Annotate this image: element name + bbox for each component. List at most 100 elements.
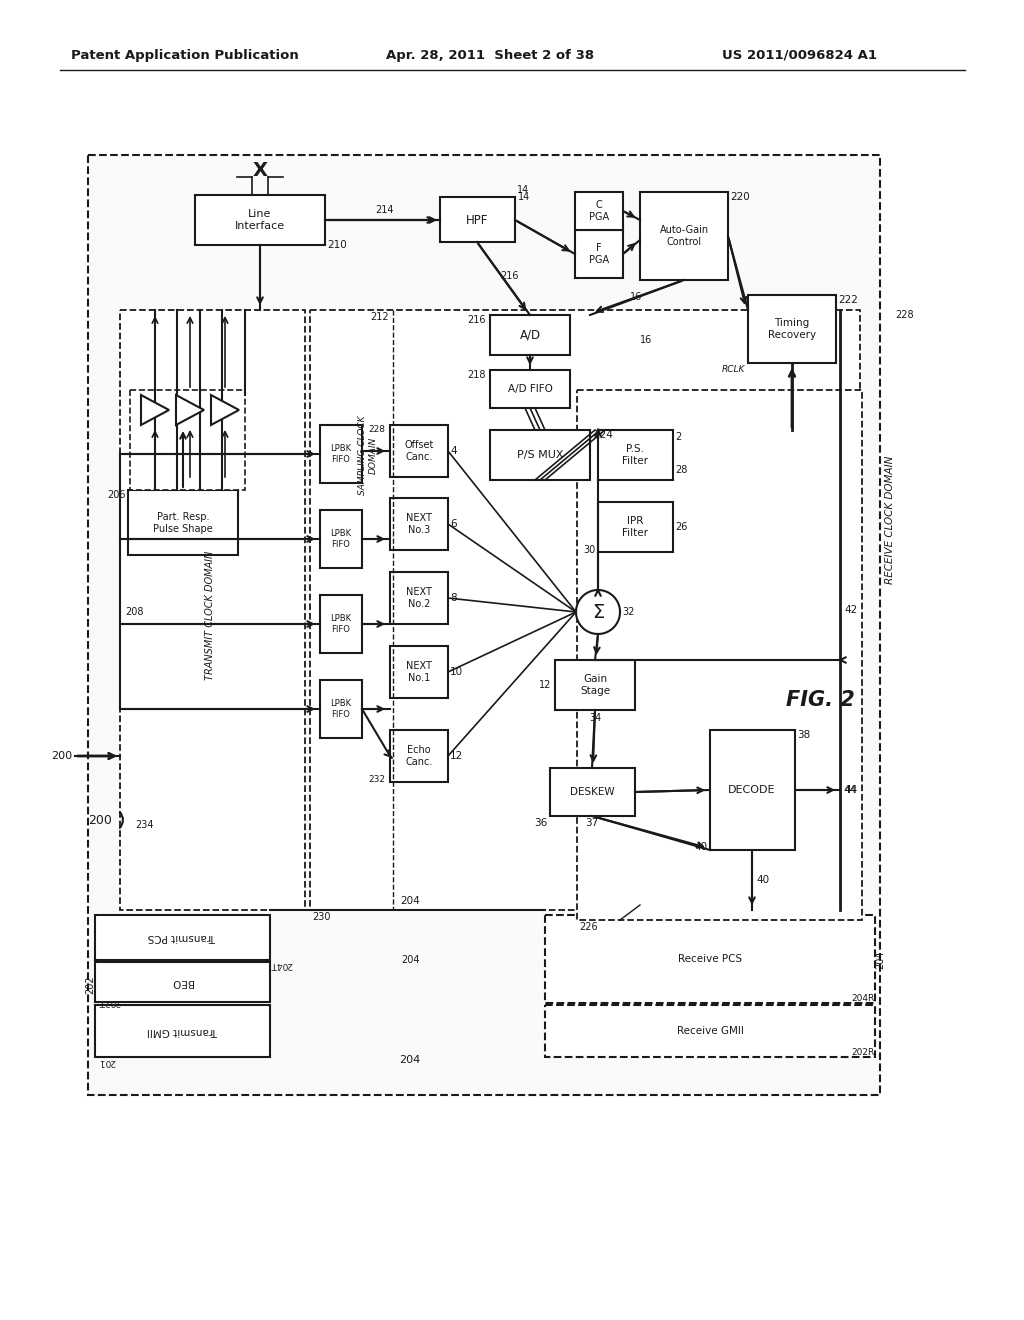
Text: 14: 14 bbox=[518, 191, 530, 202]
Text: Echo
Canc.: Echo Canc. bbox=[406, 746, 433, 767]
Text: Offset
Canc.: Offset Canc. bbox=[404, 440, 434, 462]
Text: 214: 214 bbox=[376, 205, 394, 215]
Text: 206: 206 bbox=[108, 490, 126, 500]
Text: FIG. 2: FIG. 2 bbox=[785, 690, 854, 710]
Text: 40: 40 bbox=[695, 842, 708, 851]
Text: 16: 16 bbox=[640, 335, 652, 345]
Text: 204: 204 bbox=[874, 950, 885, 969]
Text: 228: 228 bbox=[895, 310, 913, 319]
Polygon shape bbox=[211, 395, 239, 425]
Text: Timing
Recovery: Timing Recovery bbox=[768, 318, 816, 339]
Text: A/D FIFO: A/D FIFO bbox=[508, 384, 552, 393]
Bar bbox=[748, 294, 836, 363]
Text: 216: 216 bbox=[468, 315, 486, 325]
Text: Receive PCS: Receive PCS bbox=[678, 954, 742, 964]
Text: 37: 37 bbox=[586, 818, 599, 828]
Polygon shape bbox=[176, 395, 204, 425]
Bar bbox=[319, 425, 362, 483]
Text: SAMPLING CLOCK
DOMAIN: SAMPLING CLOCK DOMAIN bbox=[358, 416, 378, 495]
Text: 220: 220 bbox=[730, 191, 750, 202]
Text: RECEIVE CLOCK DOMAIN: RECEIVE CLOCK DOMAIN bbox=[885, 455, 895, 585]
Text: Apr. 28, 2011  Sheet 2 of 38: Apr. 28, 2011 Sheet 2 of 38 bbox=[386, 49, 594, 62]
Bar bbox=[577, 389, 862, 920]
Bar bbox=[319, 510, 362, 568]
Bar bbox=[390, 645, 449, 698]
Bar bbox=[95, 915, 270, 960]
Text: 204R: 204R bbox=[852, 994, 874, 1003]
Bar bbox=[95, 1005, 270, 1057]
Bar bbox=[555, 660, 635, 710]
Bar bbox=[710, 730, 795, 850]
Text: 228: 228 bbox=[368, 425, 385, 434]
Text: 230: 230 bbox=[312, 912, 331, 921]
Bar bbox=[95, 962, 270, 1002]
Bar bbox=[130, 389, 245, 490]
Text: 28: 28 bbox=[675, 465, 687, 475]
Bar bbox=[128, 490, 238, 554]
Text: 16: 16 bbox=[630, 292, 642, 302]
Bar bbox=[490, 370, 570, 408]
Text: Receive GMII: Receive GMII bbox=[677, 1026, 743, 1036]
Text: 202: 202 bbox=[85, 975, 95, 994]
Text: 6: 6 bbox=[450, 519, 457, 529]
Text: P.S.
Filter: P.S. Filter bbox=[622, 445, 648, 466]
Text: 32: 32 bbox=[622, 607, 635, 616]
Text: Σ: Σ bbox=[592, 602, 604, 622]
Text: 234: 234 bbox=[135, 820, 154, 830]
Bar bbox=[575, 191, 623, 230]
Text: 14: 14 bbox=[517, 185, 529, 195]
Bar bbox=[545, 915, 874, 1003]
Text: 26: 26 bbox=[675, 521, 687, 532]
Polygon shape bbox=[141, 395, 169, 425]
Text: Part. Resp.
Pulse Shape: Part. Resp. Pulse Shape bbox=[154, 512, 213, 533]
Text: C
PGA: C PGA bbox=[589, 201, 609, 222]
Text: BEO: BEO bbox=[171, 977, 193, 987]
Text: F
PGA: F PGA bbox=[589, 243, 609, 265]
Bar bbox=[319, 595, 362, 653]
Text: 8: 8 bbox=[450, 593, 457, 603]
Text: RCLK: RCLK bbox=[722, 366, 745, 375]
Text: 204: 204 bbox=[399, 1055, 421, 1065]
Text: US 2011/0096824 A1: US 2011/0096824 A1 bbox=[723, 49, 878, 62]
Text: NEXT
No.2: NEXT No.2 bbox=[407, 587, 432, 609]
Text: 202R: 202R bbox=[852, 1048, 874, 1057]
Text: 30: 30 bbox=[584, 545, 596, 554]
Bar bbox=[598, 430, 673, 480]
Bar bbox=[195, 195, 325, 246]
Bar bbox=[598, 502, 673, 552]
Text: 40: 40 bbox=[756, 875, 769, 884]
Text: 204: 204 bbox=[400, 896, 420, 906]
Text: 12: 12 bbox=[539, 680, 551, 690]
Text: LPBK
FIFO: LPBK FIFO bbox=[331, 529, 351, 549]
Bar bbox=[440, 197, 515, 242]
Text: 224: 224 bbox=[593, 430, 613, 440]
Bar bbox=[545, 1005, 874, 1057]
Bar bbox=[550, 768, 635, 816]
Bar bbox=[575, 230, 623, 279]
Text: 226: 226 bbox=[579, 921, 598, 932]
Text: 36: 36 bbox=[534, 818, 547, 828]
Text: P/S MUX: P/S MUX bbox=[517, 450, 563, 459]
Text: TRANSMIT CLOCK DOMAIN: TRANSMIT CLOCK DOMAIN bbox=[205, 550, 215, 680]
Text: LPBK
FIFO: LPBK FIFO bbox=[331, 614, 351, 634]
Text: 44: 44 bbox=[843, 785, 856, 795]
Text: 44: 44 bbox=[844, 785, 857, 795]
Bar bbox=[88, 154, 880, 1096]
Text: DESKEW: DESKEW bbox=[569, 787, 614, 797]
Text: Transmit PCS: Transmit PCS bbox=[147, 932, 216, 942]
Text: A/D: A/D bbox=[519, 329, 541, 342]
Text: 38: 38 bbox=[797, 730, 810, 741]
Text: 34: 34 bbox=[589, 713, 601, 723]
Text: 201: 201 bbox=[98, 1057, 115, 1067]
Text: Gain
Stage: Gain Stage bbox=[580, 675, 610, 696]
Text: 42: 42 bbox=[844, 605, 857, 615]
Text: 4: 4 bbox=[450, 446, 457, 455]
Text: DECODE: DECODE bbox=[728, 785, 776, 795]
Text: 218: 218 bbox=[468, 370, 486, 380]
Text: 208: 208 bbox=[125, 607, 143, 616]
Text: 232: 232 bbox=[368, 775, 385, 784]
Text: Patent Application Publication: Patent Application Publication bbox=[71, 49, 299, 62]
Text: LPBK
FIFO: LPBK FIFO bbox=[331, 700, 351, 718]
Text: 210: 210 bbox=[327, 240, 347, 249]
Bar bbox=[490, 430, 590, 480]
